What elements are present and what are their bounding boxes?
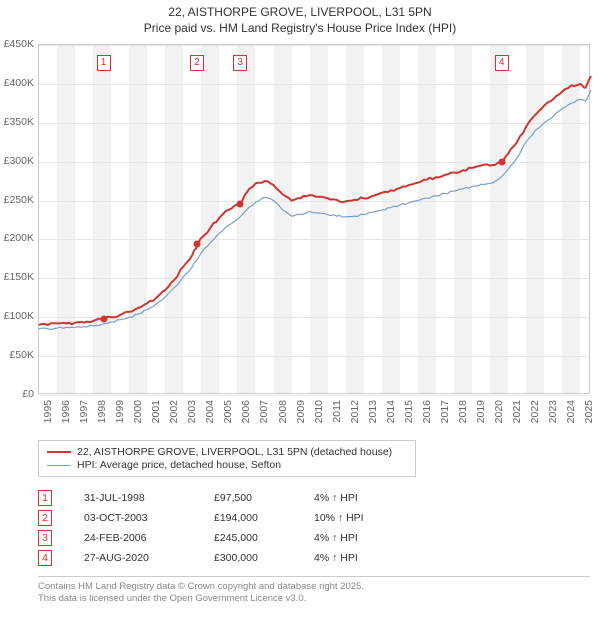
sale-index-badge: 3 [38, 530, 52, 546]
page: 22, AISTHORPE GROVE, LIVERPOOL, L31 5PN … [0, 0, 600, 620]
sale-index-badge: 2 [38, 510, 52, 526]
sale-price: £97,500 [214, 492, 314, 504]
sale-delta-vs-hpi: 10% ↑ HPI [314, 512, 404, 524]
x-tick-label: 2017 [439, 400, 451, 440]
hpi-line [39, 90, 591, 329]
x-tick-label: 2007 [258, 400, 270, 440]
x-tick-label: 2020 [493, 400, 505, 440]
x-tick-label: 2023 [547, 400, 559, 440]
sale-marker-dot [194, 241, 201, 248]
sale-marker-label: 4 [495, 55, 509, 71]
sales-row: 4 27-AUG-2020£300,0004% ↑ HPI [38, 548, 404, 568]
legend-swatch-price-paid [47, 451, 71, 453]
x-tick-label: 2006 [240, 400, 252, 440]
y-tick-label: £100K [0, 310, 34, 322]
x-tick-label: 2024 [565, 400, 577, 440]
y-tick-label: £350K [0, 116, 34, 128]
price-paid-line [39, 76, 591, 325]
sale-index-badge: 1 [38, 490, 52, 506]
x-tick-label: 2025 [583, 400, 595, 440]
y-tick-label: £200K [0, 232, 34, 244]
legend-label-hpi: HPI: Average price, detached house, Seft… [77, 459, 281, 471]
sales-table: 131-JUL-1998£97,5004% ↑ HPI203-OCT-2003£… [38, 488, 404, 568]
sales-row: 3 24-FEB-2006£245,0004% ↑ HPI [38, 528, 404, 548]
sale-marker-label: 2 [190, 55, 204, 71]
plot-area: 1 2 3 4 [38, 44, 590, 394]
sale-marker-dot [237, 201, 244, 208]
y-tick-label: £50K [0, 349, 34, 361]
chart-area: 1 2 3 4 [38, 44, 590, 394]
x-tick-label: 2013 [367, 400, 379, 440]
x-tick-label: 2021 [511, 400, 523, 440]
title-line-1: 22, AISTHORPE GROVE, LIVERPOOL, L31 5PN [0, 4, 600, 20]
x-tick-label: 1997 [78, 400, 90, 440]
x-tick-label: 2011 [331, 400, 343, 440]
x-tick-label: 2003 [186, 400, 198, 440]
x-tick-label: 2016 [421, 400, 433, 440]
x-tick-label: 2022 [529, 400, 541, 440]
x-tick-label: 2014 [385, 400, 397, 440]
legend-label-price-paid: 22, AISTHORPE GROVE, LIVERPOOL, L31 5PN … [77, 446, 392, 458]
x-tick-label: 1998 [96, 400, 108, 440]
sale-delta-vs-hpi: 4% ↑ HPI [314, 532, 404, 544]
sale-marker-dot [100, 316, 107, 323]
x-tick-label: 2015 [403, 400, 415, 440]
x-tick-label: 2009 [295, 400, 307, 440]
chart-title: 22, AISTHORPE GROVE, LIVERPOOL, L31 5PN … [0, 0, 600, 36]
legend: 22, AISTHORPE GROVE, LIVERPOOL, L31 5PN … [38, 440, 416, 477]
x-tick-label: 2004 [204, 400, 216, 440]
x-tick-label: 1996 [60, 400, 72, 440]
x-tick-label: 2018 [457, 400, 469, 440]
footer-line-1: Contains HM Land Registry data © Crown c… [38, 581, 590, 593]
y-tick-label: £250K [0, 194, 34, 206]
sale-delta-vs-hpi: 4% ↑ HPI [314, 492, 404, 504]
sale-date: 24-FEB-2006 [84, 532, 214, 544]
x-tick-label: 2002 [168, 400, 180, 440]
gridline [39, 395, 589, 396]
sale-price: £245,000 [214, 532, 314, 544]
sale-date: 27-AUG-2020 [84, 552, 214, 564]
sale-price: £300,000 [214, 552, 314, 564]
x-tick-label: 2019 [475, 400, 487, 440]
sale-delta-vs-hpi: 4% ↑ HPI [314, 552, 404, 564]
sales-row: 1 31-JUL-1998£97,5004% ↑ HPI [38, 488, 404, 508]
x-tick-label: 2010 [313, 400, 325, 440]
x-tick-label: 1999 [114, 400, 126, 440]
legend-item-hpi: HPI: Average price, detached house, Seft… [47, 459, 407, 471]
x-tick-label: 2008 [277, 400, 289, 440]
y-tick-label: £0 [0, 388, 34, 400]
sale-marker-dot [498, 158, 505, 165]
sale-index-badge: 4 [38, 550, 52, 566]
x-tick-label: 2001 [150, 400, 162, 440]
x-tick-label: 2012 [349, 400, 361, 440]
y-tick-label: £300K [0, 155, 34, 167]
x-tick-label: 2000 [132, 400, 144, 440]
y-tick-label: £150K [0, 271, 34, 283]
legend-swatch-hpi [47, 465, 71, 466]
legend-item-price-paid: 22, AISTHORPE GROVE, LIVERPOOL, L31 5PN … [47, 446, 407, 458]
sale-marker-label: 3 [233, 55, 247, 71]
line-series-svg [39, 45, 591, 395]
sales-row: 2 03-OCT-2003£194,00010% ↑ HPI [38, 508, 404, 528]
sale-date: 31-JUL-1998 [84, 492, 214, 504]
sale-price: £194,000 [214, 512, 314, 524]
y-tick-label: £400K [0, 77, 34, 89]
x-tick-label: 1995 [42, 400, 54, 440]
sale-date: 03-OCT-2003 [84, 512, 214, 524]
y-tick-label: £450K [0, 38, 34, 50]
footer-line-2: This data is licensed under the Open Gov… [38, 593, 590, 605]
x-tick-label: 2005 [222, 400, 234, 440]
sale-marker-label: 1 [97, 55, 111, 71]
footer-attribution: Contains HM Land Registry data © Crown c… [38, 576, 590, 606]
title-line-2: Price paid vs. HM Land Registry's House … [0, 20, 600, 36]
